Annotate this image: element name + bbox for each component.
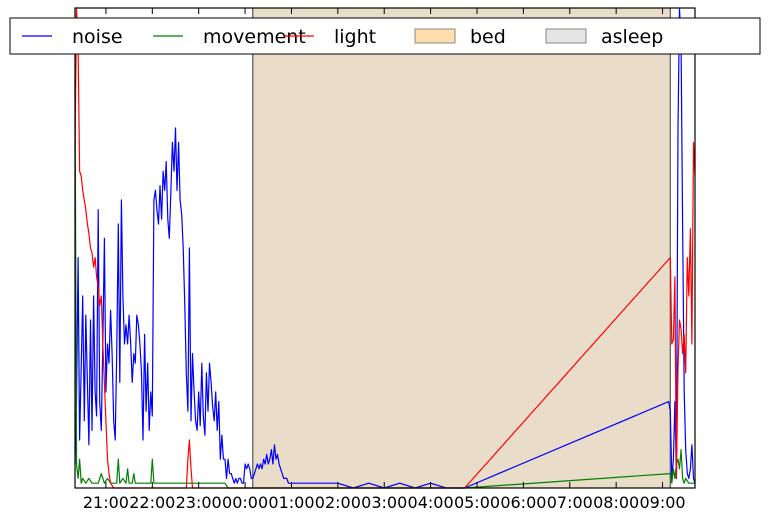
x-tick-label: 09:00 bbox=[639, 493, 685, 512]
x-tick-label: 21:00 bbox=[83, 493, 129, 512]
legend-label-light: light bbox=[334, 26, 376, 48]
span-layer bbox=[252, 7, 671, 489]
legend-label-noise: noise bbox=[72, 26, 123, 48]
x-tick-label: 04:00 bbox=[408, 493, 454, 512]
x-tick-label: 08:00 bbox=[593, 493, 639, 512]
x-tick-label: 06:00 bbox=[500, 493, 546, 512]
span-asleep bbox=[252, 7, 671, 489]
plot-frame bbox=[74, 7, 696, 489]
x-tick-label: 01:00 bbox=[268, 493, 314, 512]
legend-swatch-asleep bbox=[545, 28, 587, 44]
series-line-noise bbox=[74, 7, 696, 489]
legend-label-movement: movement bbox=[203, 26, 306, 48]
x-axis: 21:00 22:00 23:00 00:00 01:00 02:00 03:00 04:00… bbox=[83, 8, 686, 512]
legend-swatch-bed bbox=[414, 28, 456, 44]
x-tick-label: 00:00 bbox=[222, 493, 268, 512]
x-tick-label: 03:00 bbox=[361, 493, 407, 512]
legend-box bbox=[9, 17, 761, 55]
x-tick-label: 22:00 bbox=[129, 493, 175, 512]
x-tick-label: 05:00 bbox=[454, 493, 500, 512]
legend: noise movement light bed asleep bbox=[9, 17, 761, 55]
x-tick-label: 23:00 bbox=[176, 493, 222, 512]
legend-label-bed: bed bbox=[470, 26, 506, 48]
x-tick-label: 02:00 bbox=[315, 493, 361, 512]
legend-label-asleep: asleep bbox=[601, 26, 663, 48]
x-tick-label: 07:00 bbox=[547, 493, 593, 512]
